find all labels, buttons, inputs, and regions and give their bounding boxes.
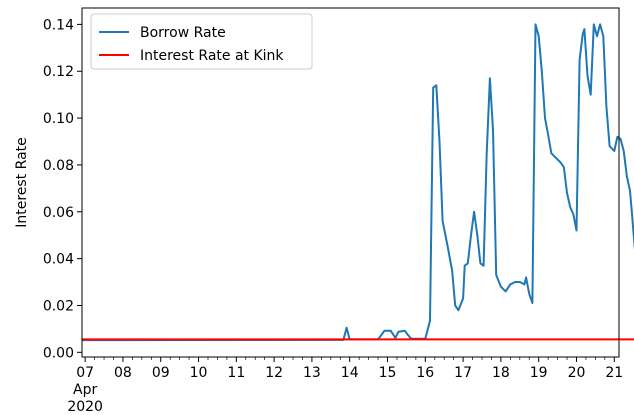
x-tick-label: 18 [492, 365, 510, 381]
x-tick-label: 08 [114, 365, 132, 381]
x-tick-label: 09 [152, 365, 170, 381]
y-axis-ticks: 0.00 0.02 0.04 0.06 0.08 0.10 0.12 0.14 [43, 17, 82, 361]
x-tick-label: 13 [303, 365, 321, 381]
legend-label: Borrow Rate [140, 25, 226, 41]
legend-label: Interest Rate at Kink [140, 48, 284, 64]
plot-frame [81, 7, 620, 358]
y-tick-label: 0.06 [43, 205, 74, 221]
legend: Borrow Rate Interest Rate at Kink [90, 13, 313, 70]
legend-box [90, 13, 313, 70]
x-tick-label: 21 [605, 365, 623, 381]
x-tick-label: 19 [530, 365, 548, 381]
x-tick-label: 20 [568, 365, 586, 381]
series-lines [81, 23, 634, 342]
x-tick-sub-label: Apr [73, 382, 97, 398]
x-tick-label: 11 [227, 365, 245, 381]
x-tick-label: 14 [341, 365, 359, 381]
x-tick-label: 12 [265, 365, 283, 381]
y-tick-label: 0.02 [43, 298, 74, 314]
x-tick-label: 17 [454, 365, 472, 381]
x-tick-label: 15 [379, 365, 397, 381]
series-line-0 [81, 23, 634, 342]
y-tick-label: 0.12 [43, 64, 74, 80]
x-tick-label: 10 [190, 365, 208, 381]
x-axis-ticks: 07 08 09 10 11 12 13 14 15 16 17 18 19 20 21 [76, 357, 623, 381]
y-axis-label: Interest Rate [14, 137, 30, 228]
y-tick-label: 0.04 [43, 252, 74, 268]
y-tick-label: 0.10 [43, 111, 74, 127]
y-tick-label: 0.14 [43, 17, 74, 33]
y-tick-label: 0.08 [43, 158, 74, 174]
x-tick-label: 16 [416, 365, 434, 381]
x-tick-sub-label: 2020 [67, 399, 103, 415]
y-tick-label: 0.00 [43, 345, 74, 361]
x-tick-label: 07 [76, 365, 94, 381]
